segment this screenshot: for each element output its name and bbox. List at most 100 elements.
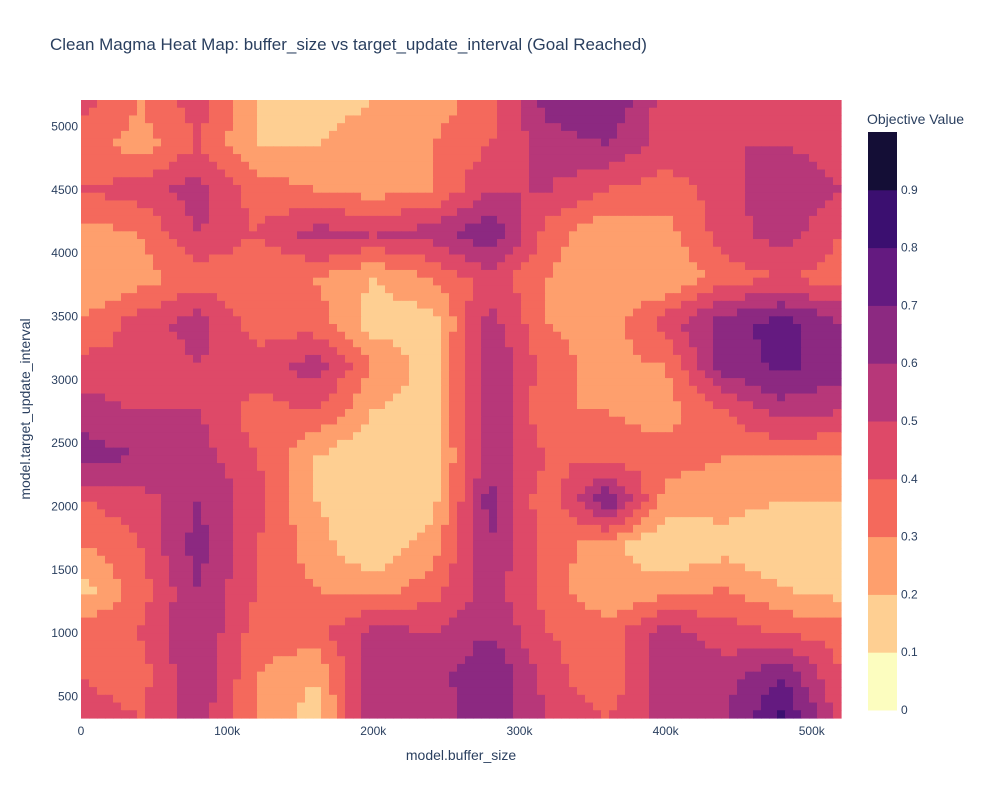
heatmap-cell [689,100,698,109]
heatmap-cell [441,300,450,310]
heatmap-cell [385,231,394,240]
heatmap-cell [585,416,594,426]
heatmap-cell [609,192,618,202]
heatmap-cell [409,130,418,140]
heatmap-cell [345,470,354,480]
heatmap-cell [577,130,586,140]
heatmap-cell [441,455,450,464]
heatmap-cell [793,231,802,240]
heatmap-cell [801,269,810,279]
heatmap-cell [297,308,306,317]
heatmap-cell [385,385,394,395]
heatmap-cell [217,424,226,433]
heatmap-cell [473,154,482,163]
heatmap-cell [425,154,434,163]
heatmap-cell [377,463,386,472]
heatmap-cell [153,192,162,202]
heatmap-cell [529,300,538,310]
heatmap-cell [809,439,818,449]
heatmap-cell [89,285,98,294]
heatmap-cell [193,177,202,186]
heatmap-cell [361,293,370,302]
heatmap-cell [345,246,354,256]
heatmap-cell [825,447,834,456]
heatmap-cell [513,208,522,217]
heatmap-cell [793,362,802,371]
heatmap-cell [745,463,754,472]
heatmap-cell [345,107,354,117]
heatmap-cell [561,254,570,263]
heatmap-cell [705,262,714,271]
heatmap-cell [401,184,410,194]
heatmap-cell [273,192,282,202]
heatmap-cell [169,300,178,310]
heatmap-cell [833,215,842,225]
heatmap-cell [729,424,738,433]
heatmap-cell [209,385,218,395]
heatmap-cell [745,293,754,302]
heatmap-cell [689,208,698,217]
heatmap-cell [409,354,418,364]
heatmap-cell [825,285,834,294]
heatmap-cell [345,177,354,186]
heatmap-cell [321,362,330,371]
heatmap-cell [265,184,274,194]
heatmap-cell [441,285,450,294]
heatmap-cell [177,362,186,371]
heatmap-cell [153,385,162,395]
heatmap-cell [697,192,706,202]
heatmap-cell [577,215,586,225]
heatmap-cell [801,493,810,503]
heatmap-cell [185,370,194,379]
heatmap-cell [129,115,138,124]
heatmap-cell [369,401,378,410]
heatmap-cell [81,285,90,294]
heatmap-cell [625,331,634,341]
heatmap-cell [249,378,258,387]
heatmap-cell [585,362,594,371]
heatmap-cell [817,215,826,225]
heatmap-cell [449,424,458,433]
heatmap-cell [377,354,386,364]
heatmap-cell [137,300,146,310]
heatmap-cell [297,192,306,202]
heatmap-cell [385,401,394,410]
heatmap-cell [377,200,386,209]
heatmap-cell [529,447,538,456]
heatmap-cell [737,409,746,418]
heatmap-cell [329,455,338,464]
heatmap-cell [137,223,146,232]
heatmap-cell [105,432,114,441]
heatmap-cell [697,324,706,333]
heatmap-cell [185,424,194,433]
heatmap-cell [193,447,202,456]
heatmap-cell [473,308,482,317]
heatmap-cell [137,123,146,132]
heatmap-cell [705,486,714,495]
heatmap-cell [513,192,522,202]
heatmap-cell [289,115,298,124]
heatmap-cell [625,138,634,147]
heatmap-cell [249,138,258,147]
heatmap-cell [161,285,170,294]
heatmap-cell [161,246,170,256]
heatmap-cell [305,478,314,487]
heatmap-cell [809,324,818,333]
heatmap-cell [185,269,194,279]
heatmap-cell [561,115,570,124]
heatmap-cell [505,478,514,487]
heatmap-cell [345,277,354,286]
heatmap-cell [777,493,786,503]
heatmap-cell [473,138,482,147]
heatmap-cell [313,393,322,402]
heatmap-cell [737,123,746,132]
heatmap-cell [777,169,786,178]
heatmap-cell [793,463,802,472]
heatmap-cell [329,393,338,402]
heatmap-cell [97,470,106,480]
heatmap-cell [241,486,250,495]
heatmap-cell [505,184,514,194]
heatmap-cell [305,269,314,279]
heatmap-cell [209,409,218,418]
heatmap-cell [745,269,754,279]
